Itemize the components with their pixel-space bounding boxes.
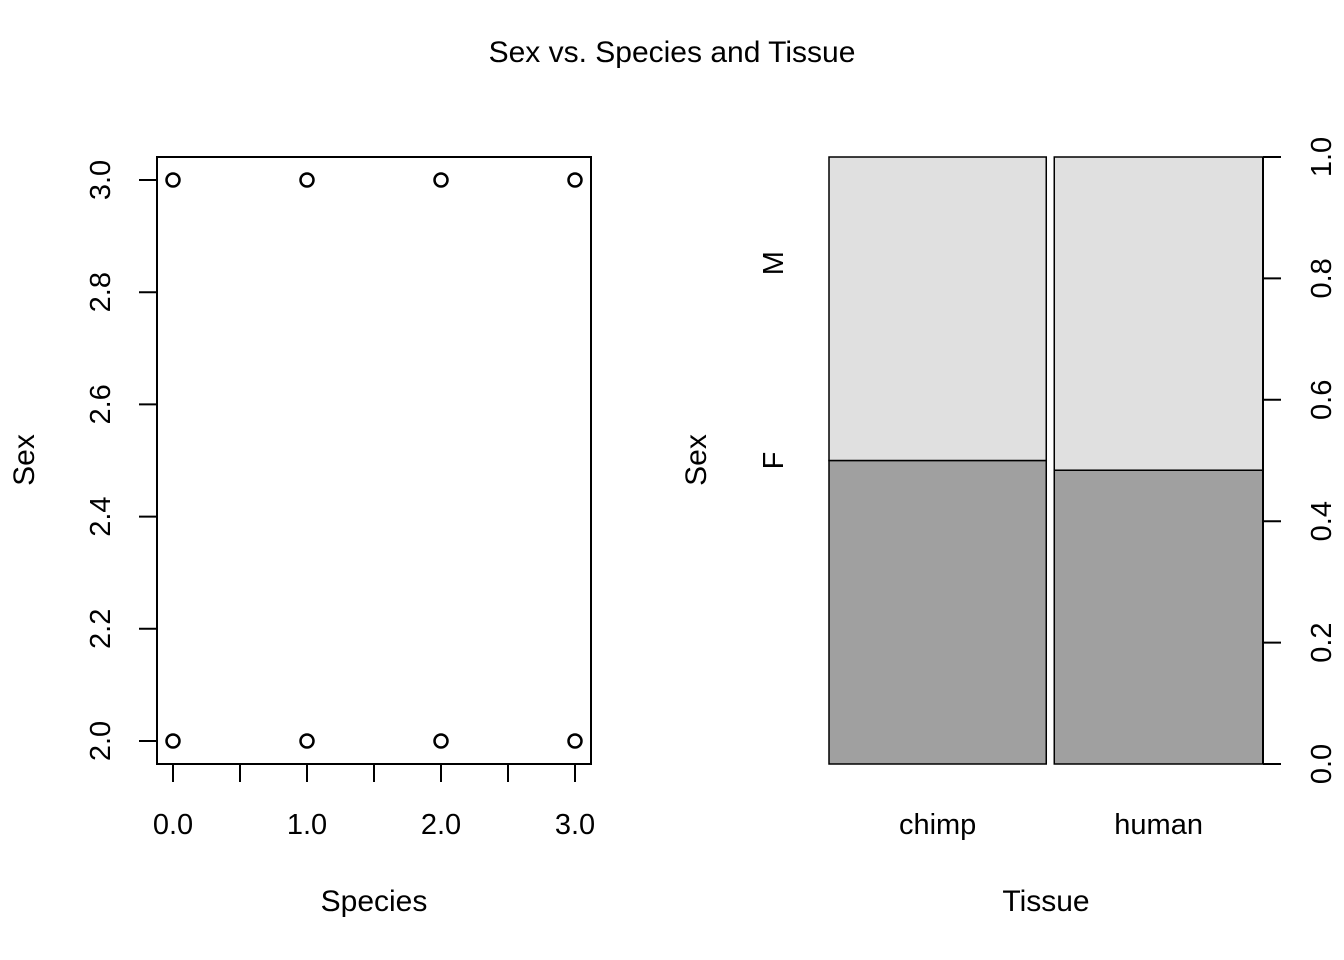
spineplot-bars [828,156,1264,765]
scatter-y-tick-label: 2.2 [85,609,117,649]
spineplot-x-axis-title: Tissue [1002,885,1089,918]
scatter-x-tick-label: 2.0 [421,809,461,841]
scatter-y-tick-label: 2.6 [85,384,117,424]
scatter-point [567,733,583,749]
spineplot-right-tick-label: 0.8 [1306,258,1338,298]
scatter-point [165,172,181,188]
scatter-point [433,172,449,188]
spineplot-right-axis: 0.0 0.2 0.4 0.6 0.8 1.0 [1262,137,1338,784]
scatter-point [567,172,583,188]
scatter-points [165,172,583,749]
scatter-x-axis-title: Species [321,885,428,918]
scatter-x-tick-label: 1.0 [287,809,327,841]
spineplot-bar-chimp-F [828,459,1048,765]
spineplot-left-label: F [758,452,790,470]
scatter-y-tick-label: 2.8 [85,272,117,312]
spineplot-bar-human-F [1053,469,1264,765]
main-title: Sex vs. Species and Tissue [489,36,856,69]
spineplot-y-axis-title: Sex [680,434,713,486]
spineplot-right-tick-label: 0.0 [1306,744,1338,784]
spineplot-x-labels: chimp human [899,809,1203,841]
scatter-y-tick-label: 2.4 [85,496,117,536]
spineplot-right-tick-label: 0.6 [1306,380,1338,420]
scatter-y-tick-label: 2.0 [85,721,117,761]
scatter-panel: 0.0 1.0 2.0 3.0 2.02.22.42.62.83.0 Species … [8,156,595,918]
scatter-y-tick-label: 3.0 [85,160,117,200]
spineplot-panel: chimp human FM 0.00.20.40.60.81.0 Tissue … [680,137,1338,918]
spineplot-left-labels: FM [758,251,790,469]
spineplot-left-label: M [758,251,790,275]
scatter-x-tick-label: 3.0 [555,809,595,841]
spineplot-right-tick-label: 1.0 [1306,137,1338,177]
spineplot-x-tick-label: human [1114,809,1203,841]
spineplot-x-tick-label: chimp [899,809,976,841]
scatter-point [299,733,315,749]
scatter-y-axis: 2.0 2.2 2.4 2.6 2.8 3.0 [85,160,158,761]
scatter-point [165,733,181,749]
scatter-x-axis: 0.0 1.0 2.0 3.0 [153,763,595,841]
scatter-x-tick-label: 0.0 [153,809,193,841]
spineplot-right-tick-label: 0.4 [1306,501,1338,541]
spineplot-bar-chimp-M [828,156,1048,462]
spineplot-bar-human-M [1053,156,1264,471]
scatter-point [433,733,449,749]
scatter-plot-frame [156,156,592,765]
scatter-point [299,172,315,188]
scatter-y-axis-title: Sex [8,434,41,486]
spineplot-right-tick-label: 0.2 [1306,622,1338,662]
